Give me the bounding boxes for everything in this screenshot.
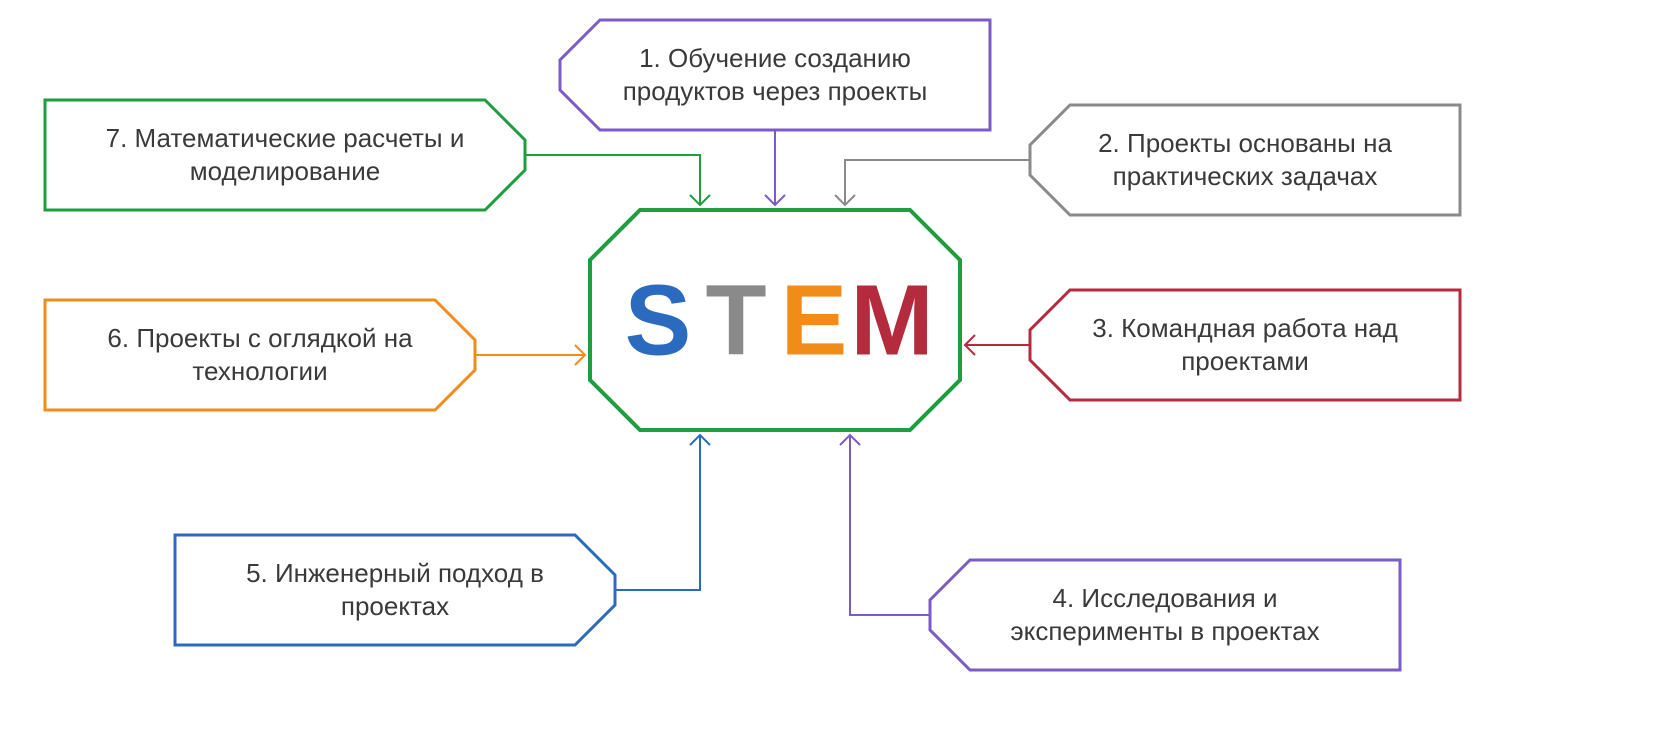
- node-label-7-line1: 7. Математические расчеты и: [106, 123, 465, 153]
- node-label-3-line2: проектами: [1181, 346, 1309, 376]
- node-label-5-line1: 5. Инженерный подход в: [246, 558, 544, 588]
- node-label-3-line1: 3. Командная работа над: [1092, 313, 1398, 343]
- node-label-1-line2: продуктов через проекты: [623, 76, 928, 106]
- arrow-from-node-7: [525, 155, 700, 205]
- stem-letter-e: E: [781, 264, 848, 376]
- node-label-2-line1: 2. Проекты основаны на: [1098, 128, 1392, 158]
- arrow-from-node-5: [615, 435, 700, 590]
- stem-diagram: STEM 1. Обучение созданиюпродуктов через …: [0, 0, 1680, 745]
- node-label-2-line2: практических задачах: [1113, 161, 1378, 191]
- node-label-6-line2: технологии: [192, 356, 327, 386]
- node-label-6-line1: 6. Проекты с оглядкой на: [107, 323, 413, 353]
- arrow-from-node-4: [850, 435, 930, 615]
- arrow-from-node-2: [845, 160, 1030, 205]
- stem-letter-t: T: [705, 264, 766, 376]
- node-label-4-line1: 4. Исследования и: [1053, 583, 1278, 613]
- node-label-4-line2: эксперименты в проектах: [1010, 616, 1319, 646]
- node-label-7-line2: моделирование: [190, 156, 380, 186]
- stem-letter-m: M: [850, 264, 933, 376]
- node-label-1-line1: 1. Обучение созданию: [639, 43, 911, 73]
- stem-letter-s: S: [625, 264, 692, 376]
- node-label-5-line2: проектах: [341, 591, 449, 621]
